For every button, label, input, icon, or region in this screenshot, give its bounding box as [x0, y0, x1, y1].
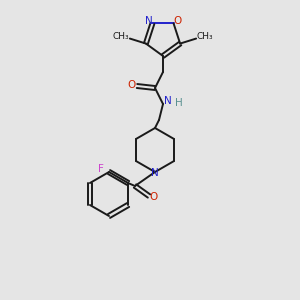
Text: N: N	[151, 168, 159, 178]
Text: CH₃: CH₃	[197, 32, 213, 41]
Text: O: O	[173, 16, 182, 26]
Text: H: H	[175, 98, 183, 108]
Text: CH₃: CH₃	[112, 32, 129, 41]
Text: N: N	[145, 16, 152, 26]
Text: O: O	[150, 192, 158, 202]
Text: F: F	[98, 164, 104, 174]
Text: O: O	[128, 80, 136, 90]
Text: N: N	[164, 96, 172, 106]
